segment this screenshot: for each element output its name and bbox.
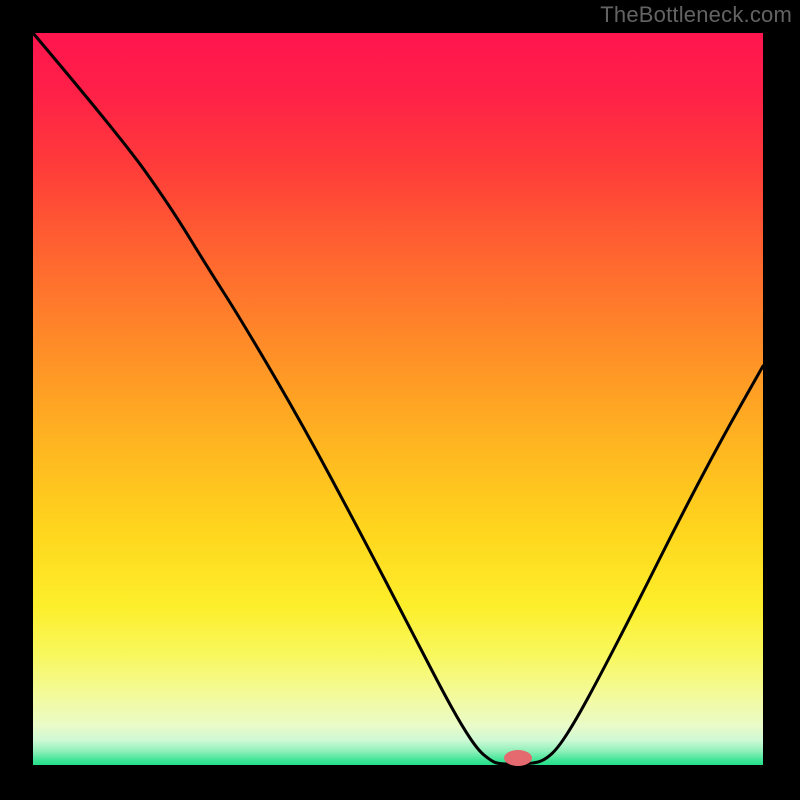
bottleneck-chart bbox=[0, 0, 800, 800]
plot-background bbox=[33, 33, 763, 766]
chart-container: TheBottleneck.com bbox=[0, 0, 800, 800]
watermark-text: TheBottleneck.com bbox=[600, 2, 792, 28]
optimal-marker bbox=[504, 750, 532, 766]
